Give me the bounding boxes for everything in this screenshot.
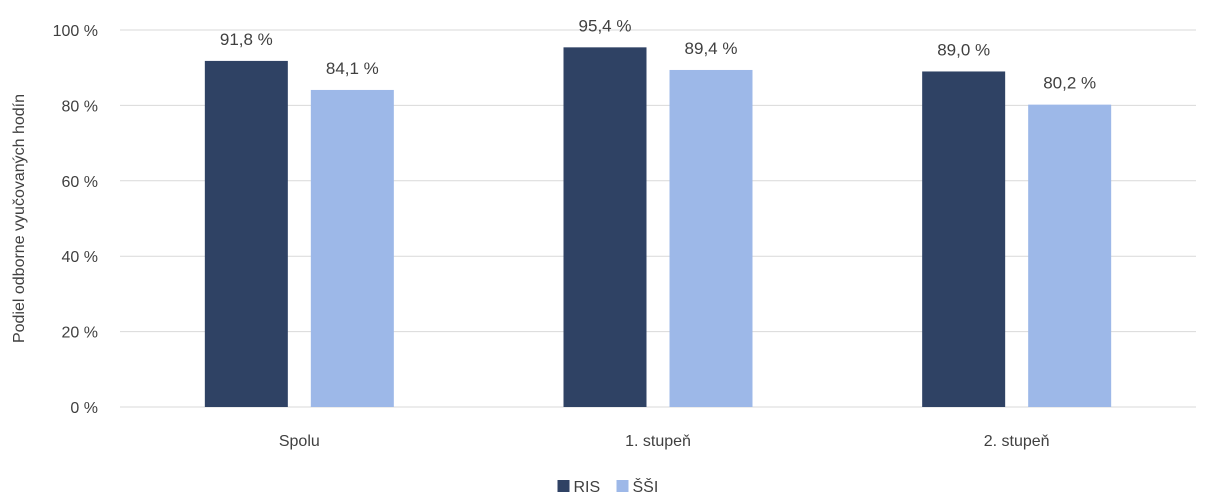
y-axis-ticks: 0 % 20 % 40 % 60 % 80 % 100 % (53, 23, 98, 417)
data-labels: 91,8 % 84,1 % 95,4 % 89,4 % 89,0 % 80,2 % (220, 16, 1096, 92)
category-label: Spolu (279, 433, 320, 450)
y-tick-label: 80 % (62, 98, 98, 115)
data-label: 80,2 % (1043, 74, 1096, 93)
x-axis-categories: Spolu 1. stupeň 2. stupeň (279, 433, 1050, 450)
category-label: 2. stupeň (984, 433, 1050, 450)
legend-swatch (616, 480, 629, 492)
category-label: 1. stupeň (625, 433, 691, 450)
bars (204, 47, 1112, 408)
bar-i-1 (310, 89, 394, 408)
data-label: 89,4 % (685, 39, 738, 58)
bar-i-3 (1028, 104, 1112, 407)
data-label: 84,1 % (326, 59, 379, 78)
bar-ris-3 (922, 71, 1006, 407)
gridlines (120, 29, 1196, 408)
legend: RIS ŠŠI (557, 477, 659, 496)
bar-ris-2 (563, 47, 647, 407)
data-label: 89,0 % (937, 40, 990, 59)
legend-item: ŠŠI (616, 477, 659, 496)
legend-label: ŠŠI (633, 477, 659, 496)
y-tick-label: 60 % (62, 174, 98, 191)
bar-i-2 (669, 69, 753, 407)
data-label: 95,4 % (579, 16, 632, 35)
legend-swatch (557, 480, 570, 492)
y-tick-label: 20 % (62, 325, 98, 342)
y-axis-title: Podiel odborne vyučovaných hodín (11, 94, 28, 343)
data-label: 91,8 % (220, 30, 273, 49)
bar-ris-1 (204, 60, 288, 407)
y-tick-label: 40 % (62, 249, 98, 266)
legend-item: RIS (557, 479, 601, 496)
y-tick-label: 0 % (70, 400, 98, 417)
legend-label: RIS (574, 479, 601, 496)
y-tick-label: 100 % (53, 23, 98, 40)
